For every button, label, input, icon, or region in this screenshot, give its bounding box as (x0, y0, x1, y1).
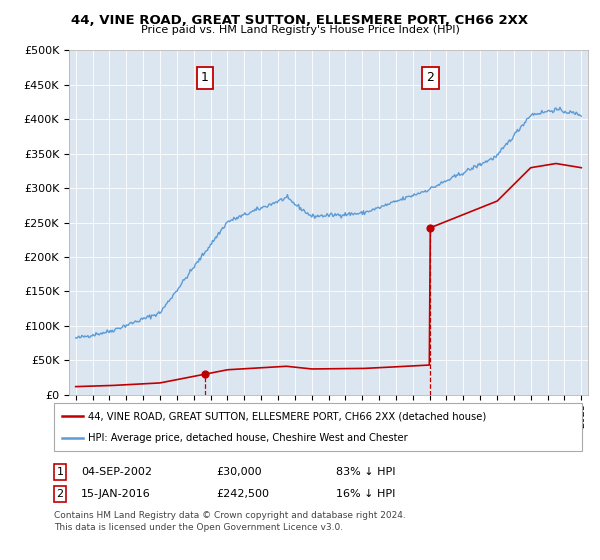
Text: Price paid vs. HM Land Registry's House Price Index (HPI): Price paid vs. HM Land Registry's House … (140, 25, 460, 35)
Text: Contains HM Land Registry data © Crown copyright and database right 2024.: Contains HM Land Registry data © Crown c… (54, 511, 406, 520)
Text: 1: 1 (56, 467, 64, 477)
Text: 44, VINE ROAD, GREAT SUTTON, ELLESMERE PORT, CH66 2XX: 44, VINE ROAD, GREAT SUTTON, ELLESMERE P… (71, 14, 529, 27)
Text: 16% ↓ HPI: 16% ↓ HPI (336, 489, 395, 499)
Text: 15-JAN-2016: 15-JAN-2016 (81, 489, 151, 499)
Text: 04-SEP-2002: 04-SEP-2002 (81, 467, 152, 477)
Text: 1: 1 (201, 72, 209, 85)
Text: £30,000: £30,000 (216, 467, 262, 477)
Text: 44, VINE ROAD, GREAT SUTTON, ELLESMERE PORT, CH66 2XX (detached house): 44, VINE ROAD, GREAT SUTTON, ELLESMERE P… (88, 411, 487, 421)
Text: £242,500: £242,500 (216, 489, 269, 499)
Text: 83% ↓ HPI: 83% ↓ HPI (336, 467, 395, 477)
Text: HPI: Average price, detached house, Cheshire West and Chester: HPI: Average price, detached house, Ches… (88, 433, 408, 443)
Text: 2: 2 (56, 489, 64, 499)
Text: This data is licensed under the Open Government Licence v3.0.: This data is licensed under the Open Gov… (54, 523, 343, 533)
Text: 2: 2 (427, 72, 434, 85)
Point (200, 370, 210, 379)
Point (425, 223, 435, 232)
